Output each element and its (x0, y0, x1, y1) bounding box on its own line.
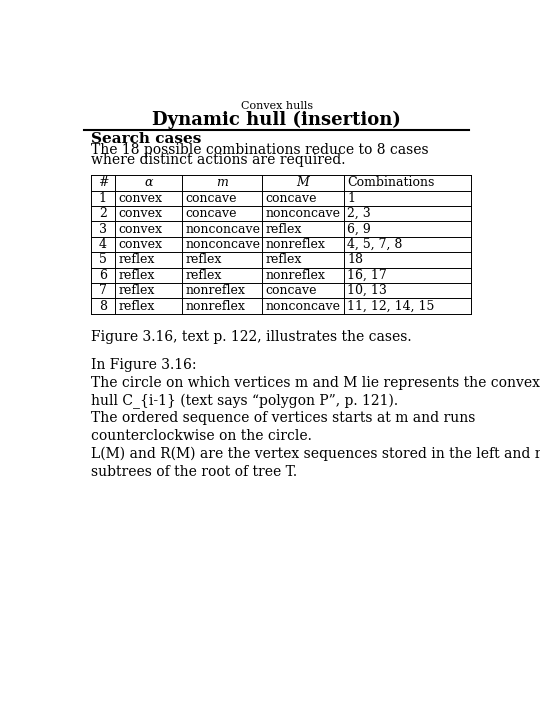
Text: m: m (216, 176, 228, 189)
Text: convex: convex (119, 222, 163, 235)
Text: 10, 13: 10, 13 (347, 284, 387, 297)
Text: 16, 17: 16, 17 (347, 269, 387, 282)
Text: nonconcave: nonconcave (185, 222, 260, 235)
Text: nonreflex: nonreflex (185, 284, 245, 297)
Text: M: M (296, 176, 309, 189)
Text: The 18 possible combinations reduce to 8 cases: The 18 possible combinations reduce to 8… (91, 143, 428, 157)
Text: 11, 12, 14, 15: 11, 12, 14, 15 (347, 300, 435, 312)
Text: 5: 5 (99, 253, 107, 266)
Text: counterclockwise on the circle.: counterclockwise on the circle. (91, 429, 312, 444)
Text: concave: concave (265, 284, 317, 297)
Text: reflex: reflex (119, 269, 155, 282)
Text: 3: 3 (99, 222, 107, 235)
Text: nonreflex: nonreflex (185, 300, 245, 312)
Text: In Figure 3.16:: In Figure 3.16: (91, 359, 196, 372)
Text: hull C_{i-1} (text says “polygon P”, p. 121).: hull C_{i-1} (text says “polygon P”, p. … (91, 393, 397, 409)
Text: 1: 1 (347, 192, 355, 204)
Text: 2: 2 (99, 207, 107, 220)
Text: Search cases: Search cases (91, 132, 201, 146)
Text: 1: 1 (99, 192, 107, 204)
Text: #: # (98, 176, 108, 189)
Text: reflex: reflex (119, 253, 155, 266)
Text: convex: convex (119, 207, 163, 220)
Text: nonreflex: nonreflex (265, 238, 325, 251)
Text: nonconcave: nonconcave (185, 238, 260, 251)
Text: where distinct actions are required.: where distinct actions are required. (91, 153, 345, 166)
Text: convex: convex (119, 238, 163, 251)
Text: reflex: reflex (185, 269, 221, 282)
Text: reflex: reflex (185, 253, 221, 266)
Text: concave: concave (265, 192, 317, 204)
Text: 18: 18 (347, 253, 363, 266)
Text: α: α (144, 176, 153, 189)
Text: 2, 3: 2, 3 (347, 207, 371, 220)
Text: L(M) and R(M) are the vertex sequences stored in the left and right: L(M) and R(M) are the vertex sequences s… (91, 446, 540, 461)
Text: Dynamic hull (insertion): Dynamic hull (insertion) (152, 111, 401, 129)
Text: 4: 4 (99, 238, 107, 251)
Text: 6: 6 (99, 269, 107, 282)
Text: subtrees of the root of tree T.: subtrees of the root of tree T. (91, 464, 296, 479)
Text: Combinations: Combinations (347, 176, 435, 189)
Text: The ordered sequence of vertices starts at m and runs: The ordered sequence of vertices starts … (91, 411, 475, 426)
Text: The circle on which vertices m and M lie represents the convex: The circle on which vertices m and M lie… (91, 376, 539, 390)
Text: reflex: reflex (265, 222, 302, 235)
Text: 4, 5, 7, 8: 4, 5, 7, 8 (347, 238, 402, 251)
Text: concave: concave (185, 192, 237, 204)
Text: 7: 7 (99, 284, 107, 297)
Text: Convex hulls: Convex hulls (241, 102, 313, 112)
Text: nonconcave: nonconcave (265, 300, 340, 312)
Text: 6, 9: 6, 9 (347, 222, 371, 235)
Text: concave: concave (185, 207, 237, 220)
Text: reflex: reflex (265, 253, 302, 266)
Text: nonreflex: nonreflex (265, 269, 325, 282)
Text: nonconcave: nonconcave (265, 207, 340, 220)
Text: reflex: reflex (119, 284, 155, 297)
Text: reflex: reflex (119, 300, 155, 312)
Text: 8: 8 (99, 300, 107, 312)
Text: Figure 3.16, text p. 122, illustrates the cases.: Figure 3.16, text p. 122, illustrates th… (91, 330, 411, 344)
Text: convex: convex (119, 192, 163, 204)
